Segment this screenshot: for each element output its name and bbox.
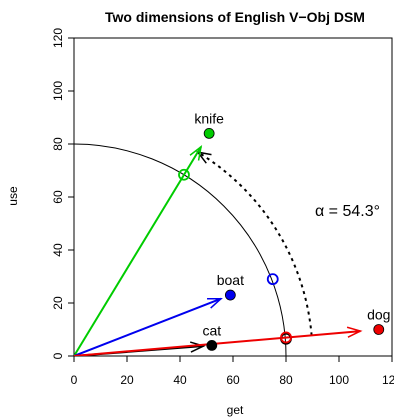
x-tick-label: 100 [329,373,349,387]
unit-circle-arc [74,143,287,356]
vector-knife [74,147,201,356]
y-tick-label: 80 [51,137,65,151]
y-tick-label: 0 [51,352,65,359]
point-cat [206,339,218,351]
point-knife [203,127,215,139]
angle-label: α = 54.3° [315,203,380,220]
y-axis-title: use [6,186,20,206]
arc-point [266,273,279,286]
y-tick-label: 40 [51,243,65,257]
x-tick-label: 80 [279,373,293,387]
arc-points [178,168,292,345]
x-axis-title: get [227,403,244,417]
vector-boat [74,297,221,356]
plot-area: knife boat cat dog [74,110,390,356]
x-tick-label: 20 [120,373,134,387]
point-labels: knife boat cat dog [194,110,390,338]
y-tick-label: 60 [51,190,65,204]
x-tick-label: 60 [226,373,240,387]
x-tick-label: 40 [173,373,187,387]
point-label-cat: cat [202,322,221,338]
y-tick-label: 100 [51,81,65,101]
point-dog [373,324,385,335]
vectors [74,147,360,356]
y-tick-label: 20 [51,296,65,310]
point-label-boat: boat [217,272,244,288]
chart-title: Two dimensions of English V−Obj DSM [105,9,365,25]
y-tick-label: 120 [51,28,65,48]
y-axis: 0 20 40 60 80 100 120 [51,28,74,359]
data-points [203,127,385,351]
point-label-knife: knife [194,110,224,126]
angle-arc [198,152,313,336]
x-tick-label: 0 [71,373,78,387]
plot-frame [73,37,393,357]
vector-dog [74,331,360,356]
x-axis: 0 20 40 60 80 100 120 [71,356,394,387]
arc-point [178,168,190,181]
arc-point [280,331,292,344]
x-tick-label: 120 [382,373,394,387]
point-boat [224,289,236,301]
point-label-dog: dog [367,307,390,323]
